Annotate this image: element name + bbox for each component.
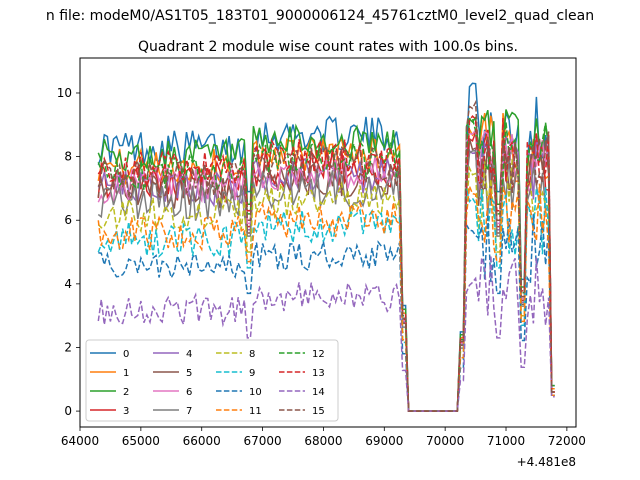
series-line-7	[97, 149, 555, 412]
y-tick-label: 4	[64, 277, 72, 291]
x-axis-ticks: 64000 65000 66000 67000 68000 69000 70000 71000…	[61, 427, 586, 448]
x-tick-label: 67000	[243, 434, 281, 448]
legend-label-14: 14	[312, 387, 325, 398]
legend-label-0: 0	[123, 349, 129, 360]
legend-label-1: 1	[123, 368, 129, 379]
legend-label-2: 2	[123, 387, 129, 398]
series-line-10	[98, 213, 555, 412]
legend-label-11: 11	[249, 406, 262, 417]
x-tick-label: 72000	[548, 434, 586, 448]
plot-frame	[79, 57, 577, 428]
series-line-11	[97, 183, 555, 412]
y-tick-label: 0	[64, 404, 72, 418]
legend-label-12: 12	[312, 349, 325, 360]
series-lines	[97, 82, 555, 412]
legend-label-9: 9	[249, 368, 255, 379]
legend-label-13: 13	[312, 368, 325, 379]
x-tick-label: 68000	[304, 434, 342, 448]
legend-label-15: 15	[312, 406, 325, 417]
legend-label-6: 6	[186, 387, 192, 398]
legend-box	[85, 339, 339, 422]
x-tick-label: 69000	[365, 434, 403, 448]
x-tick-label: 64000	[61, 434, 99, 448]
legend-label-4: 4	[186, 349, 192, 360]
series-line-12	[97, 117, 555, 412]
y-tick-label: 8	[64, 150, 72, 164]
x-tick-label: 66000	[183, 434, 221, 448]
legend-label-7: 7	[186, 406, 192, 417]
legend-label-10: 10	[249, 387, 262, 398]
figure-suptitle: n file: modeM0/AS1T05_183T01_9000006124_…	[46, 8, 594, 24]
y-tick-label: 10	[57, 86, 72, 100]
legend-label-3: 3	[123, 406, 129, 417]
legend-label-5: 5	[186, 368, 192, 379]
x-tick-label: 71000	[487, 434, 525, 448]
y-tick-label: 6	[64, 213, 72, 227]
x-tick-label: 70000	[426, 434, 464, 448]
x-axis-offset-label: +4.481e8	[517, 455, 576, 469]
series-line-9	[97, 187, 555, 412]
series-line-0	[97, 82, 555, 412]
y-tick-label: 2	[64, 340, 72, 354]
series-line-14	[97, 255, 555, 412]
chart-title: Quadrant 2 module wise count rates with …	[138, 39, 518, 55]
series-line-15	[97, 99, 555, 412]
x-tick-label: 65000	[122, 434, 160, 448]
legend-label-8: 8	[249, 349, 255, 360]
y-axis-ticks: 0 2 4 6 8 10	[57, 86, 80, 418]
